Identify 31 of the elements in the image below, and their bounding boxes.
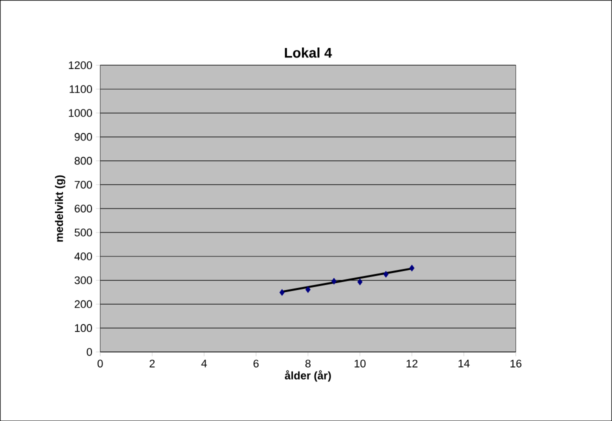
point (305, 286, 311, 293)
point (331, 278, 337, 285)
y-tick-label: 1000 (68, 109, 92, 117)
y-tick-label: 1200 (68, 61, 92, 70)
y-tick-label: 500 (74, 228, 92, 236)
y-tick-label: 700 (74, 180, 92, 188)
y-tick-label: 600 (74, 204, 92, 212)
x-tick-label: 8 (305, 360, 311, 368)
x-tick-label: 14 (458, 360, 470, 368)
y-tick-label: 400 (74, 252, 92, 260)
chart-title: Lokal 4 (284, 47, 332, 58)
y-axis-title: medelvikt (g) (54, 175, 66, 242)
y-tick-label: 0 (86, 348, 92, 356)
x-tick-label: 16 (510, 360, 522, 368)
y-tick-label: 200 (74, 300, 92, 308)
point (383, 270, 389, 278)
point (357, 278, 363, 286)
x-tick-label: 12 (406, 360, 418, 368)
x-tick-label: 0 (98, 360, 103, 368)
y-tick-label: 300 (74, 276, 92, 284)
y-tick-label: 1100 (70, 85, 92, 93)
y-tick-label: 900 (74, 132, 92, 141)
point (279, 288, 285, 296)
x-tick-label: 10 (354, 360, 366, 368)
y-tick-label: 800 (74, 156, 92, 165)
x-tick-label: 2 (150, 360, 155, 368)
y-tick-label: 100 (75, 324, 92, 332)
x-tick-label: 4 (201, 360, 207, 368)
x-tick-label: 6 (254, 360, 259, 368)
point (409, 264, 414, 272)
x-axis-title: ålder (år) (284, 370, 331, 382)
